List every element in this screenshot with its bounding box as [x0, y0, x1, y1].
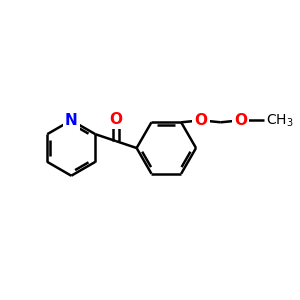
Text: O: O [110, 112, 122, 127]
Text: O: O [194, 113, 208, 128]
Text: CH$_3$: CH$_3$ [266, 112, 294, 128]
Text: N: N [65, 113, 78, 128]
Text: O: O [234, 113, 247, 128]
